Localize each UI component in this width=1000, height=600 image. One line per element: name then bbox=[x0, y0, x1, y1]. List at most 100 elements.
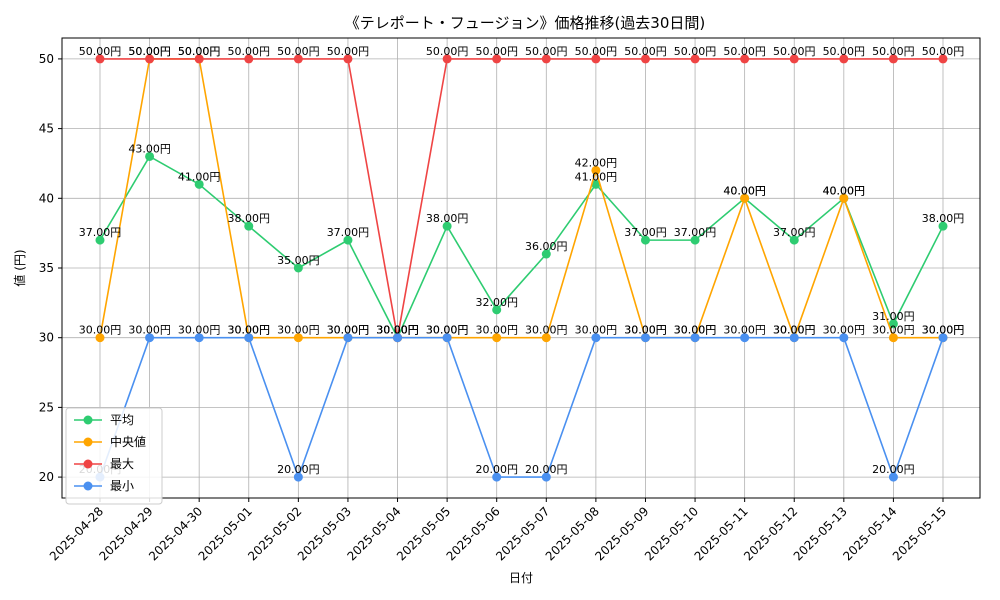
data-point bbox=[839, 193, 849, 203]
data-label: 40.00円 bbox=[823, 184, 866, 197]
data-point bbox=[244, 333, 254, 343]
data-point bbox=[690, 54, 700, 64]
data-label: 38.00円 bbox=[426, 212, 469, 225]
data-label: 30.00円 bbox=[922, 324, 965, 337]
data-point bbox=[541, 472, 551, 482]
y-tick-label: 25 bbox=[39, 400, 54, 414]
data-point bbox=[293, 54, 303, 64]
legend-entry: 最大 bbox=[110, 457, 134, 471]
data-label: 30.00円 bbox=[376, 324, 419, 337]
legend-marker bbox=[83, 459, 93, 469]
data-label: 50.00円 bbox=[178, 45, 221, 58]
data-point bbox=[244, 54, 254, 64]
legend-box bbox=[65, 407, 163, 505]
data-point bbox=[640, 235, 650, 245]
data-point bbox=[95, 235, 105, 245]
data-point bbox=[194, 333, 204, 343]
data-label: 30.00円 bbox=[79, 324, 122, 337]
data-label: 20.00円 bbox=[475, 463, 518, 476]
data-label: 35.00円 bbox=[277, 254, 320, 267]
data-point bbox=[541, 249, 551, 259]
data-point bbox=[690, 333, 700, 343]
data-label: 30.00円 bbox=[426, 324, 469, 337]
data-label: 30.00円 bbox=[327, 324, 370, 337]
data-label: 30.00円 bbox=[674, 324, 717, 337]
data-label: 42.00円 bbox=[575, 156, 618, 169]
data-label: 32.00円 bbox=[475, 296, 518, 309]
data-point bbox=[145, 54, 155, 64]
y-tick-label: 35 bbox=[39, 261, 54, 275]
data-point bbox=[690, 235, 700, 245]
data-label: 30.00円 bbox=[475, 324, 518, 337]
data-label: 50.00円 bbox=[277, 45, 320, 58]
data-label: 30.00円 bbox=[922, 324, 965, 337]
series-line bbox=[99, 58, 943, 341]
data-point bbox=[740, 333, 750, 343]
series-line bbox=[99, 336, 944, 480]
legend-entry: 最小 bbox=[110, 479, 134, 493]
x-axis-label: 日付 bbox=[509, 571, 533, 585]
y-tick-label: 45 bbox=[39, 122, 54, 136]
data-point bbox=[145, 151, 155, 161]
data-point bbox=[95, 333, 105, 343]
series-最大 bbox=[95, 54, 948, 343]
data-label: 30.00円 bbox=[723, 324, 766, 337]
data-label: 50.00円 bbox=[872, 45, 915, 58]
data-label: 20.00円 bbox=[872, 463, 915, 476]
y-tick-label: 20 bbox=[39, 470, 54, 484]
data-point bbox=[591, 179, 601, 189]
data-label: 30.00円 bbox=[674, 324, 717, 337]
data-label: 37.00円 bbox=[327, 226, 370, 239]
data-label: 30.00円 bbox=[178, 324, 221, 337]
data-point bbox=[591, 333, 601, 343]
data-label: 50.00円 bbox=[674, 45, 717, 58]
data-label: 30.00円 bbox=[128, 324, 171, 337]
y-tick-label: 50 bbox=[39, 52, 54, 66]
data-label: 50.00円 bbox=[128, 45, 171, 58]
data-label: 50.00円 bbox=[575, 45, 618, 58]
data-label: 40.00円 bbox=[823, 184, 866, 197]
data-label: 30.00円 bbox=[327, 324, 370, 337]
data-label: 50.00円 bbox=[624, 45, 667, 58]
data-point bbox=[393, 333, 403, 343]
data-point bbox=[194, 54, 204, 64]
data-label: 30.00円 bbox=[773, 324, 816, 337]
data-label: 50.00円 bbox=[773, 45, 816, 58]
data-label: 30.00円 bbox=[525, 324, 568, 337]
data-point bbox=[343, 235, 353, 245]
data-point bbox=[888, 472, 898, 482]
data-point bbox=[244, 221, 254, 231]
data-label: 30.00円 bbox=[376, 324, 419, 337]
data-point bbox=[492, 472, 502, 482]
data-point bbox=[938, 333, 948, 343]
data-label: 30.00円 bbox=[376, 324, 419, 337]
data-label: 37.00円 bbox=[674, 226, 717, 239]
data-point bbox=[492, 54, 502, 64]
y-axis-ticks: 20 25 30 35 40 45 50 bbox=[39, 52, 62, 484]
series-line bbox=[99, 155, 944, 340]
legend-marker bbox=[83, 437, 93, 447]
data-point bbox=[442, 333, 452, 343]
data-point bbox=[789, 333, 799, 343]
data-label: 50.00円 bbox=[922, 45, 965, 58]
data-point bbox=[938, 221, 948, 231]
data-label: 30.00円 bbox=[624, 324, 667, 337]
data-label: 30.00円 bbox=[773, 324, 816, 337]
data-label: 30.00円 bbox=[823, 324, 866, 337]
data-point bbox=[591, 165, 601, 175]
data-label: 50.00円 bbox=[823, 45, 866, 58]
data-label: 41.00円 bbox=[575, 170, 618, 183]
data-label: 38.00円 bbox=[228, 212, 271, 225]
data-point bbox=[492, 305, 502, 315]
data-label: 37.00円 bbox=[773, 226, 816, 239]
data-label: 30.00円 bbox=[575, 324, 618, 337]
data-point bbox=[789, 235, 799, 245]
data-label: 30.00円 bbox=[426, 324, 469, 337]
y-axis-label: 値 (円) bbox=[12, 249, 27, 286]
data-point bbox=[194, 179, 204, 189]
data-label: 50.00円 bbox=[79, 45, 122, 58]
data-label: 50.00円 bbox=[475, 45, 518, 58]
data-label: 37.00円 bbox=[624, 226, 667, 239]
data-labels: 37.00円 43.00円 41.00円 38.00円 35.00円 37.00円 30.0… bbox=[79, 45, 965, 476]
